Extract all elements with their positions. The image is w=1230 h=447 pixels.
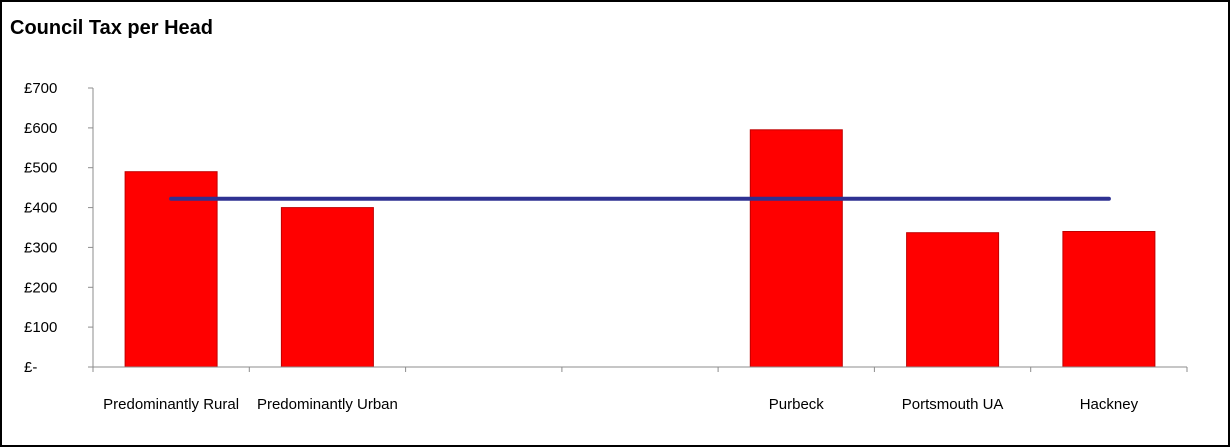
y-tick-label-2: £200	[24, 279, 57, 296]
bar-4	[749, 129, 843, 368]
x-category-label-0: Predominantly Rural	[103, 396, 239, 413]
y-tick-label-1: £100	[24, 319, 57, 336]
y-tick-label-6: £600	[24, 120, 57, 137]
y-tick-label-3: £300	[24, 239, 57, 256]
bar-1	[280, 207, 374, 368]
y-tick-label-4: £400	[24, 200, 57, 217]
x-category-label-6: Hackney	[1080, 396, 1139, 413]
bar-6	[1062, 231, 1156, 368]
y-tick-label-5: £500	[24, 160, 57, 177]
bar-0	[124, 171, 218, 368]
bar-5	[906, 232, 1000, 368]
y-tick-label-7: £700	[24, 80, 57, 97]
x-category-label-5: Portsmouth UA	[902, 396, 1004, 413]
chart-title: Council Tax per Head	[10, 17, 214, 39]
x-category-label-4: Purbeck	[769, 396, 825, 413]
y-tick-label-0: £-	[24, 359, 37, 376]
x-category-label-1: Predominantly Urban	[257, 396, 398, 413]
